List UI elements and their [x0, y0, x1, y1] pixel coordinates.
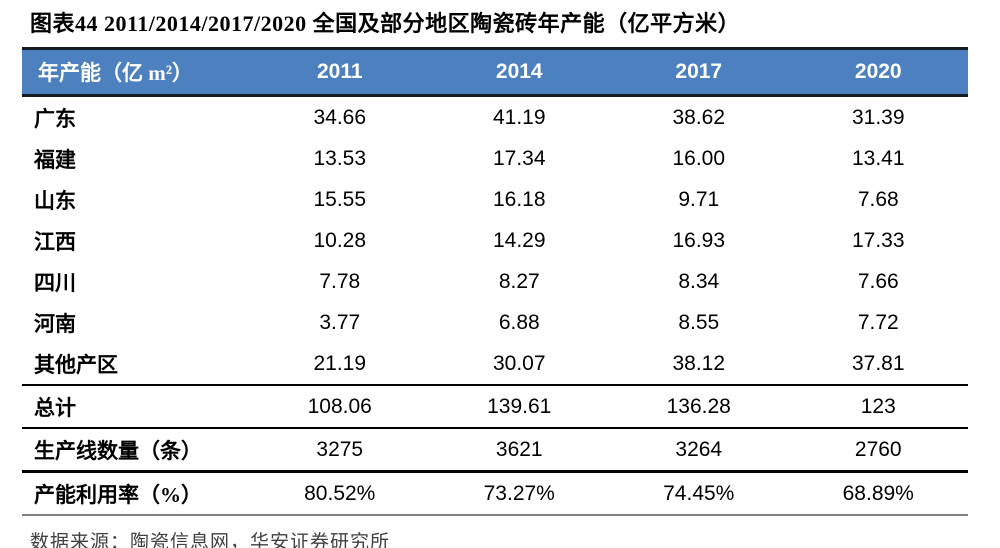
cell-value: 108.06: [250, 384, 430, 428]
cell-value: 7.68: [857, 187, 899, 211]
data-source: 数据来源：陶瓷信息网，华安证券研究所: [30, 532, 391, 548]
cell-value: 13.41: [851, 146, 905, 170]
cell-value: 2760: [788, 427, 968, 472]
cell-value: 38.62: [672, 105, 726, 129]
row-label: 产能利用率（%）: [22, 470, 250, 516]
cell-value: 7.78: [319, 269, 361, 293]
row-label: 河南: [34, 311, 76, 336]
table-row: 河南 3.77 6.88 8.55 7.72: [22, 302, 968, 343]
cell-value: 38.12: [672, 351, 726, 375]
table-row: 四川 7.78 8.27 8.34 7.66: [22, 261, 968, 302]
cell-value: 16.18: [492, 187, 546, 211]
header-year-cell: 2014: [429, 47, 609, 97]
cell-value: 8.27: [498, 269, 540, 293]
figure-title: 图表44 2011/2014/2017/2020 全国及部分地区陶瓷砖年产能（亿…: [30, 11, 741, 36]
table-row: 福建 13.53 17.34 16.00 13.41: [22, 138, 968, 179]
table-row: 山东 15.55 16.18 9.71 7.68: [22, 179, 968, 220]
cell-value: 8.55: [678, 310, 720, 334]
table-row: 江西 10.28 14.29 16.93 17.33: [22, 220, 968, 261]
capacity-table: 年产能（亿 m²） 2011 2014 2017 2020 广东 34.66 41.19 3…: [22, 47, 968, 516]
cell-value: 3275: [250, 427, 430, 472]
cell-value: 6.88: [498, 310, 540, 334]
cell-value: 136.28: [609, 384, 789, 428]
cell-value: 13.53: [313, 146, 367, 170]
cell-value: 8.34: [678, 269, 720, 293]
row-label: 总计: [22, 384, 250, 428]
row-label: 其他产区: [34, 352, 118, 377]
table-row: 其他产区 21.19 30.07 38.12 37.81: [22, 343, 968, 385]
cell-value: 9.71: [678, 187, 720, 211]
header-label-cell: 年产能（亿 m²）: [22, 47, 250, 97]
row-label: 广东: [34, 106, 76, 131]
cell-value: 139.61: [429, 384, 609, 428]
header-year-cell: 2017: [609, 47, 789, 97]
row-label: 江西: [34, 229, 76, 254]
cell-value: 17.33: [851, 228, 905, 252]
cell-value: 123: [788, 384, 968, 428]
cell-value: 37.81: [851, 351, 905, 375]
cell-value: 30.07: [492, 351, 546, 375]
table-row: 总计 108.06 139.61 136.28 123: [22, 384, 968, 428]
cell-value: 41.19: [492, 105, 546, 129]
cell-value: 73.27%: [429, 470, 609, 516]
cell-value: 3.77: [319, 310, 361, 334]
row-label: 四川: [34, 270, 76, 295]
table-header-row: 年产能（亿 m²） 2011 2014 2017 2020: [22, 47, 968, 97]
table-body: 广东 34.66 41.19 38.62 31.39 福建 13.53 17.34 16.00 1…: [22, 96, 968, 516]
cell-value: 74.45%: [609, 470, 789, 516]
cell-value: 16.00: [672, 146, 726, 170]
cell-value: 17.34: [492, 146, 546, 170]
row-label: 福建: [34, 147, 76, 172]
table-row: 产能利用率（%） 80.52% 73.27% 74.45% 68.89%: [22, 470, 968, 516]
cell-value: 16.93: [672, 228, 726, 252]
cell-value: 3621: [429, 427, 609, 472]
header-year-cell: 2020: [788, 47, 968, 97]
cell-value: 10.28: [313, 228, 367, 252]
cell-value: 15.55: [313, 187, 367, 211]
header-year-cell: 2011: [250, 47, 430, 97]
cell-value: 68.89%: [788, 470, 968, 516]
row-label: 生产线数量（条）: [22, 427, 250, 472]
cell-value: 34.66: [313, 105, 367, 129]
cell-value: 21.19: [313, 351, 367, 375]
cell-value: 80.52%: [250, 470, 430, 516]
cell-value: 7.72: [857, 310, 899, 334]
row-label: 山东: [34, 188, 76, 213]
cell-value: 3264: [609, 427, 789, 472]
report-figure-page: 图表44 2011/2014/2017/2020 全国及部分地区陶瓷砖年产能（亿…: [0, 6, 1000, 548]
cell-value: 14.29: [492, 228, 546, 252]
table-row: 生产线数量（条） 3275 3621 3264 2760: [22, 427, 968, 472]
cell-value: 31.39: [851, 105, 905, 129]
table-row: 广东 34.66 41.19 38.62 31.39: [22, 96, 968, 139]
cell-value: 7.66: [857, 269, 899, 293]
